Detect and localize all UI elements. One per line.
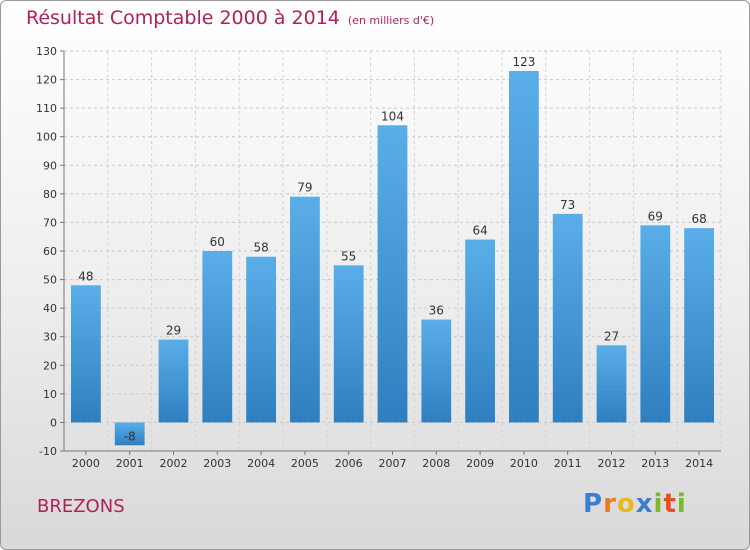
data-label: 29 xyxy=(166,324,181,338)
bar xyxy=(71,285,101,423)
x-tick-label: 2003 xyxy=(203,457,231,470)
x-tick-label: 2006 xyxy=(335,457,363,470)
y-tick-label: 10 xyxy=(43,388,57,401)
bar xyxy=(114,422,145,446)
y-tick-label: 60 xyxy=(43,245,57,258)
y-tick-label: 20 xyxy=(43,359,57,372)
y-tick-label: 120 xyxy=(36,74,57,87)
y-tick-label: 90 xyxy=(43,159,57,172)
x-tick-label: 2000 xyxy=(72,457,100,470)
data-label: 104 xyxy=(381,109,404,123)
logo-letter: i xyxy=(676,489,687,519)
data-label: 123 xyxy=(512,55,535,69)
bar xyxy=(158,339,189,423)
y-tick-label: 30 xyxy=(43,331,57,344)
y-tick-label: 70 xyxy=(43,216,57,229)
logo-letter: r xyxy=(603,489,617,519)
bar xyxy=(290,196,320,423)
x-tick-label: 2008 xyxy=(422,457,450,470)
data-label: 27 xyxy=(604,329,619,343)
commune-name: BREZONS xyxy=(37,496,125,517)
y-tick-label: -10 xyxy=(39,445,57,458)
bar xyxy=(509,71,539,423)
x-tick-label: 2002 xyxy=(160,457,188,470)
bar xyxy=(640,225,671,423)
bar xyxy=(684,228,714,423)
axis-layer: -10 0 10 20 30 40 50 60 70 80 90 100 110 120 130 2000 20… xyxy=(36,45,721,470)
x-tick-label: 2004 xyxy=(247,457,275,470)
y-tick-label: 80 xyxy=(43,188,57,201)
logo-letter: P xyxy=(583,489,604,519)
logo-letter: o xyxy=(616,489,636,519)
chart-title: Résultat Comptable 2000 à 2014 (en millie… xyxy=(26,7,434,29)
chart-title-text: Résultat Comptable 2000 à 2014 xyxy=(26,7,340,29)
bar xyxy=(333,265,364,423)
x-tick-label: 2012 xyxy=(598,457,626,470)
y-tick-label: 0 xyxy=(50,416,57,429)
logo-letter: x xyxy=(635,489,654,519)
bar xyxy=(246,256,276,423)
proxiti-logo[interactable]: Proxiti xyxy=(583,489,687,519)
logo-letter: t xyxy=(663,489,677,519)
y-tick-label: 110 xyxy=(36,102,57,115)
bar xyxy=(596,345,627,423)
y-tick-label: 40 xyxy=(43,302,57,315)
data-label: 55 xyxy=(341,249,356,263)
logo-letter: i xyxy=(653,489,664,519)
y-tick-label: 130 xyxy=(36,45,57,58)
bar xyxy=(552,213,583,423)
data-label: 79 xyxy=(297,181,312,195)
data-label: 73 xyxy=(560,198,575,212)
data-label: 48 xyxy=(78,269,93,283)
x-tick-label: 2005 xyxy=(291,457,319,470)
x-tick-label: 2011 xyxy=(554,457,582,470)
x-tick-label: 2007 xyxy=(379,457,407,470)
data-label: 64 xyxy=(472,224,487,238)
data-label: 60 xyxy=(210,235,225,249)
x-tick-label: 2013 xyxy=(641,457,669,470)
bar xyxy=(202,251,233,423)
x-tick-label: 2010 xyxy=(510,457,538,470)
data-label: 36 xyxy=(429,304,444,318)
x-tick-label: 2001 xyxy=(116,457,144,470)
bar xyxy=(421,319,452,423)
x-tick-label: 2009 xyxy=(466,457,494,470)
x-tick-label: 2014 xyxy=(685,457,713,470)
bar xyxy=(465,239,495,423)
y-tick-label: 50 xyxy=(43,274,57,287)
data-label: -8 xyxy=(124,429,136,443)
label-layer: 48 -8 29 60 58 79 55 104 36 64 123 73 27 69 68 xyxy=(78,55,706,443)
data-label: 68 xyxy=(691,212,706,226)
y-tick-label: 100 xyxy=(36,131,57,144)
bar xyxy=(377,125,408,423)
data-label: 58 xyxy=(253,241,268,255)
data-label: 69 xyxy=(648,209,663,223)
chart-unit-text: (en milliers d'€) xyxy=(347,14,435,27)
bar-layer xyxy=(71,71,714,446)
